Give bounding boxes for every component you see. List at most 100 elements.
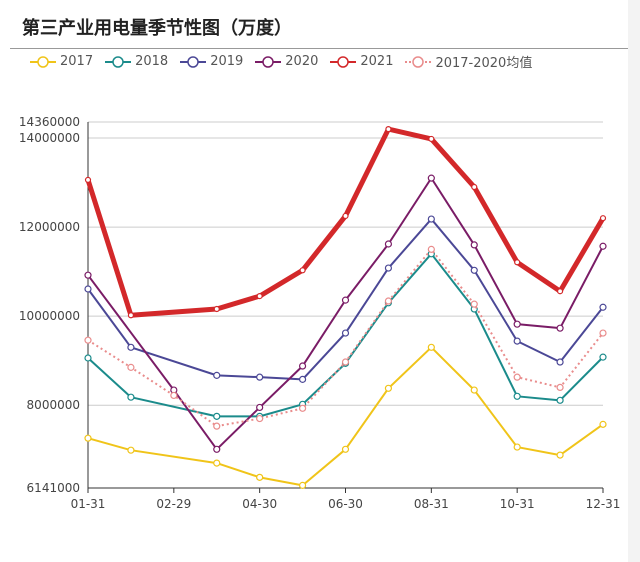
legend-marker-icon (330, 55, 357, 68)
data-point (427, 343, 435, 351)
x-tick-label: 01-31 (71, 497, 106, 511)
data-point (470, 241, 478, 249)
legend-item[interactable]: 2019 (180, 52, 243, 71)
data-point (427, 174, 435, 182)
series-line-2017 (87, 346, 604, 487)
legend: 2017 2018 2019 2020 2021 2017-2020均值 (30, 52, 532, 71)
data-point (213, 445, 221, 453)
data-point (127, 363, 135, 371)
x-tick-label: 12-31 (586, 497, 621, 511)
data-point (599, 420, 607, 428)
data-point (342, 212, 349, 220)
series-line-2017-2020均值 (87, 248, 604, 428)
legend-label: 2018 (135, 54, 169, 69)
data-point (213, 371, 221, 379)
data-point (213, 459, 221, 467)
data-point (599, 303, 607, 311)
data-point (428, 135, 435, 143)
y-tick-label: 6141000 (27, 481, 80, 495)
legend-label: 2017-2020均值 (435, 56, 533, 71)
y-tick-label: 10000000 (19, 309, 80, 323)
data-point (299, 267, 306, 274)
data-point (341, 296, 350, 304)
y-tick-label: 14360000 (19, 115, 80, 129)
chart-title: 第三产业用电量季节性图（万度） (22, 18, 292, 39)
legend-marker-icon (180, 55, 207, 68)
x-tick-label: 06-30 (328, 497, 363, 511)
data-point (599, 353, 607, 361)
legend-item[interactable]: 2021 (330, 52, 393, 71)
y-tick-label: 12000000 (19, 220, 80, 234)
x-tick-label: 02-29 (156, 497, 191, 511)
data-point (341, 445, 350, 453)
series-line-2020 (87, 177, 604, 451)
data-point (384, 297, 393, 305)
data-point (599, 215, 607, 222)
data-point (556, 358, 564, 366)
data-point (556, 451, 564, 459)
data-point (470, 386, 478, 394)
data-point (385, 126, 392, 133)
data-point (298, 404, 307, 412)
legend-item[interactable]: 2018 (105, 52, 168, 71)
data-point (127, 393, 135, 401)
data-point (298, 362, 307, 370)
data-point (513, 373, 521, 381)
data-point (427, 245, 435, 253)
x-tick-label: 08-31 (414, 497, 449, 511)
data-point (298, 375, 307, 383)
data-point (513, 443, 521, 451)
legend-marker-icon (105, 55, 132, 68)
data-point (556, 396, 564, 404)
title-divider (10, 48, 628, 49)
data-point (556, 383, 564, 392)
data-point (256, 373, 264, 381)
series-line-2019 (87, 218, 604, 381)
legend-label: 2020 (285, 54, 319, 69)
data-point (213, 412, 221, 420)
data-point (514, 259, 521, 266)
data-point (127, 446, 135, 454)
data-point (427, 215, 435, 223)
data-point (84, 176, 92, 183)
data-point (341, 358, 350, 366)
data-point (84, 271, 92, 279)
legend-item[interactable]: 2020 (255, 52, 318, 71)
data-point (513, 392, 521, 400)
data-point (170, 391, 178, 400)
data-point (84, 285, 92, 293)
data-point (513, 337, 521, 345)
legend-marker-icon (255, 55, 282, 68)
legend-item[interactable]: 2017-2020均值 (405, 52, 532, 71)
legend-item[interactable]: 2017 (30, 52, 93, 71)
x-tick-label: 10-31 (500, 497, 535, 511)
data-point (256, 473, 264, 481)
data-point (513, 320, 521, 328)
data-point (341, 329, 350, 337)
legend-marker-icon (30, 55, 56, 68)
legend-marker-icon (405, 55, 432, 68)
data-point (256, 403, 264, 412)
data-point (599, 242, 607, 250)
data-point (298, 481, 307, 489)
data-point (470, 300, 478, 308)
y-tick-label: 8000000 (27, 398, 80, 412)
legend-label: 2019 (210, 54, 244, 69)
y-tick-label: 14000000 (19, 131, 80, 145)
data-point (556, 324, 564, 332)
right-margin (628, 0, 640, 562)
data-point (84, 354, 92, 362)
data-point (127, 343, 135, 351)
data-point (127, 312, 135, 319)
x-tick-label: 04-30 (242, 497, 277, 511)
data-point (84, 434, 92, 442)
data-point (384, 240, 393, 248)
data-point (470, 266, 478, 274)
data-point (213, 305, 220, 313)
data-point (556, 288, 564, 295)
legend-label: 2021 (360, 54, 394, 69)
data-point (213, 422, 221, 430)
series-line-2021 (85, 126, 606, 318)
data-point (471, 183, 478, 191)
